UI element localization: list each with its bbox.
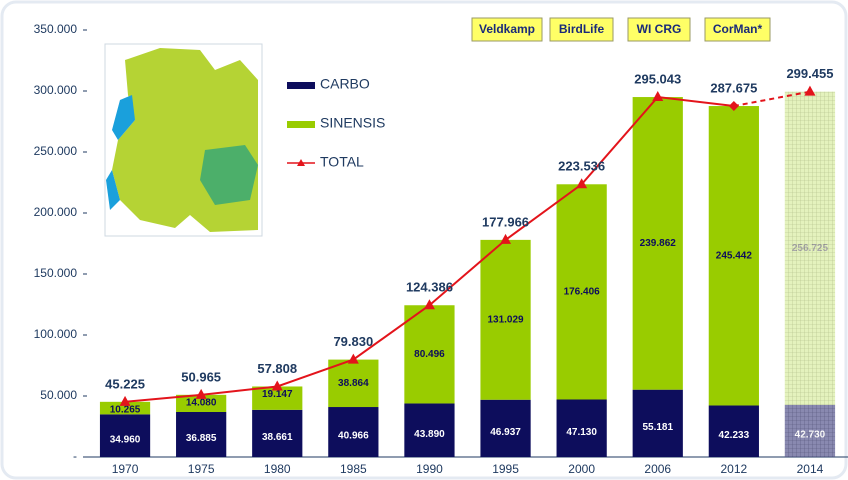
- x-tick-label: 1990: [416, 462, 443, 476]
- total-marker: [195, 388, 207, 399]
- value-label: 38.864: [338, 378, 369, 389]
- value-label: 46.937: [490, 427, 521, 438]
- total-marker: [271, 380, 283, 391]
- source-box: [627, 17, 691, 42]
- map: [104, 43, 263, 237]
- source-label: WI CRG: [637, 22, 682, 36]
- total-line: [733, 90, 811, 108]
- legend-label: TOTAL: [320, 154, 364, 170]
- y-tick-label: 250.000: [34, 144, 78, 158]
- y-tick-label: 350.000: [34, 22, 78, 36]
- value-label: 38.661: [262, 432, 293, 443]
- value-label: 176.406: [564, 287, 601, 298]
- y-tick-label: -: [73, 449, 77, 463]
- bar-segment: [708, 405, 759, 457]
- legend-label: CARBO: [320, 76, 370, 92]
- total-label: 45.225: [105, 376, 145, 391]
- x-tick-label: 2012: [720, 462, 747, 476]
- value-label: 55.181: [642, 422, 673, 433]
- bar-segment: [404, 305, 455, 404]
- x-tick-label: 1970: [112, 462, 139, 476]
- bar-segment: [328, 407, 379, 457]
- source-label: Veldkamp: [479, 22, 535, 36]
- value-label: 14.080: [186, 397, 217, 408]
- legend-marker: [297, 159, 305, 166]
- total-label: 223.536: [558, 159, 605, 174]
- source-label: CorMan*: [713, 22, 763, 36]
- total-label: 299.455: [786, 66, 833, 81]
- value-label: 80.496: [414, 349, 445, 360]
- total-marker: [119, 395, 131, 406]
- total-marker: [576, 178, 588, 189]
- y-tick-label: 300.000: [34, 83, 78, 97]
- bar-segment: [252, 386, 303, 410]
- x-tick-label: 2006: [644, 462, 671, 476]
- bar-segment: [632, 97, 683, 390]
- value-label: 19.147: [262, 389, 293, 400]
- value-label: 34.960: [110, 434, 141, 445]
- total-marker: [804, 85, 816, 96]
- bar-segment: [99, 401, 151, 415]
- total-marker: [728, 101, 739, 112]
- bar-segment: [556, 399, 607, 457]
- value-label: 245.442: [716, 250, 753, 261]
- bar-segment: [480, 399, 531, 457]
- total-label: 177.966: [482, 214, 529, 229]
- y-tick-label: 50.000: [40, 388, 77, 402]
- source-box: [471, 17, 543, 42]
- legend-swatch: [287, 121, 315, 128]
- bar-segment: [252, 409, 303, 457]
- value-label: 40.966: [338, 431, 369, 442]
- value-label: 36.885: [186, 433, 217, 444]
- total-label: 287.675: [710, 80, 757, 95]
- x-tick-label: 1980: [264, 462, 291, 476]
- total-marker: [652, 91, 664, 102]
- bar-segment: [328, 359, 379, 408]
- total-marker: [423, 299, 435, 310]
- total-label: 124.386: [406, 280, 453, 295]
- value-label: 47.130: [566, 427, 597, 438]
- total-label: 57.808: [257, 361, 297, 376]
- total-label: 50.965: [181, 369, 221, 384]
- estimate-hatch: [784, 91, 836, 457]
- bar-segment: [99, 414, 151, 457]
- total-label: 295.043: [634, 71, 681, 86]
- bar-segment: [176, 412, 227, 457]
- source-box: [704, 17, 771, 42]
- bar-segment: [404, 403, 455, 457]
- source-box: [549, 17, 614, 42]
- value-label: 10.265: [110, 404, 141, 415]
- x-tick-label: 1975: [188, 462, 215, 476]
- value-label: 43.890: [414, 429, 445, 440]
- x-tick-label: 1985: [340, 462, 367, 476]
- value-label: 131.029: [487, 314, 524, 325]
- legend-label: SINENSIS: [320, 115, 385, 131]
- legend-swatch: [287, 82, 315, 89]
- source-label: BirdLife: [559, 22, 605, 36]
- bar-segment: [176, 394, 227, 413]
- value-label: 239.862: [640, 238, 677, 249]
- x-tick-label: 2014: [797, 462, 824, 476]
- y-tick-label: 200.000: [34, 205, 78, 219]
- y-tick-label: 100.000: [34, 327, 78, 341]
- total-label: 79.830: [333, 334, 373, 349]
- bar-segment: [708, 106, 759, 406]
- x-tick-label: 2000: [568, 462, 595, 476]
- bar-segment: [556, 184, 607, 400]
- value-label: 42.233: [719, 430, 750, 441]
- x-tick-label: 1995: [492, 462, 519, 476]
- bar-segment: [480, 239, 531, 400]
- y-tick-label: 150.000: [34, 266, 78, 280]
- total-marker: [500, 233, 512, 244]
- total-marker: [347, 353, 359, 364]
- bar-segment: [632, 389, 683, 457]
